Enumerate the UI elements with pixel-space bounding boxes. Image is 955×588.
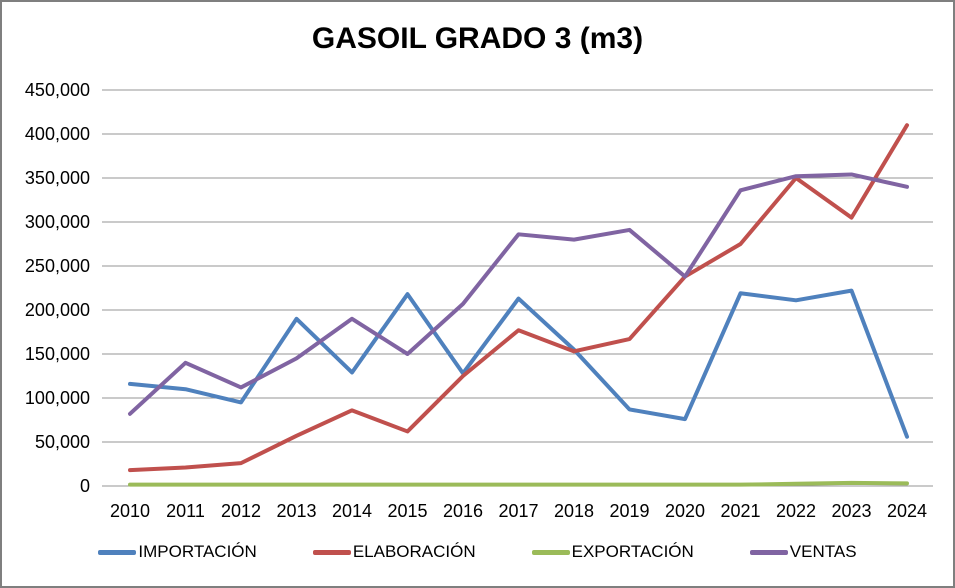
y-axis-tick-label: 450,000: [25, 80, 90, 100]
series-line-ELABORACIÓN: [128, 123, 909, 473]
x-axis-tick-label: 2017: [498, 501, 538, 521]
x-axis-tick-label: 2014: [332, 501, 372, 521]
legend-item-exportacion: EXPORTACIÓN: [531, 542, 694, 562]
x-axis-tick-label: 2021: [720, 501, 760, 521]
x-axis-tick-label: 2016: [443, 501, 483, 521]
series-line-EXPORTACIÓN: [128, 480, 909, 487]
y-axis-tick-label: 150,000: [25, 344, 90, 364]
y-axis-tick-label: 100,000: [25, 388, 90, 408]
legend-line-swatch-elaboracion: [312, 549, 351, 555]
legend-line-swatch-importacion: [98, 549, 137, 555]
x-axis-tick-label: 2018: [554, 501, 594, 521]
x-axis-tick-label: 2012: [221, 501, 261, 521]
x-axis-tick-label: 2019: [609, 501, 649, 521]
legend-label-importacion: IMPORTACIÓN: [138, 542, 257, 561]
x-axis-tick-label: 2011: [166, 501, 205, 521]
y-axis-tick-label: 400,000: [25, 124, 90, 144]
legend-line-swatch-exportacion: [531, 549, 570, 555]
series-line-IMPORTACIÓN: [128, 288, 909, 439]
legend-item-importacion: IMPORTACIÓN: [98, 542, 257, 562]
y-axis-tick-label: 300,000: [25, 212, 90, 232]
x-axis-tick-label: 2022: [776, 501, 816, 521]
y-axis-tick-label: 0: [80, 476, 90, 496]
x-axis-tick-label: 2024: [887, 501, 927, 521]
y-axis-tick-label: 250,000: [25, 256, 90, 276]
legend-label-elaboracion: ELABORACIÓN: [352, 542, 476, 561]
y-axis-tick-label: 350,000: [25, 168, 90, 188]
x-axis-tick-label: 2020: [665, 501, 705, 521]
legend-label-ventas: VENTAS: [789, 542, 857, 561]
legend-line-swatch-ventas: [749, 549, 788, 555]
legend-item-ventas: VENTAS: [749, 542, 857, 562]
legend-label-exportacion: EXPORTACIÓN: [571, 542, 694, 561]
y-axis-tick-label: 200,000: [25, 300, 90, 320]
legend: IMPORTACIÓN ELABORACIÓN EXPORTACIÓN VENT…: [2, 542, 953, 562]
x-axis-tick-label: 2023: [831, 501, 871, 521]
chart-title: GASOIL GRADO 3 (m3): [311, 22, 644, 55]
series-line-VENTAS: [128, 172, 909, 416]
y-axis-tick-label: 50,000: [35, 432, 90, 452]
x-axis-tick-label: 2010: [110, 501, 150, 521]
x-axis-tick-label: 2015: [387, 501, 427, 521]
legend-item-elaboracion: ELABORACIÓN: [312, 542, 476, 562]
x-axis-tick-label: 2013: [276, 501, 316, 521]
